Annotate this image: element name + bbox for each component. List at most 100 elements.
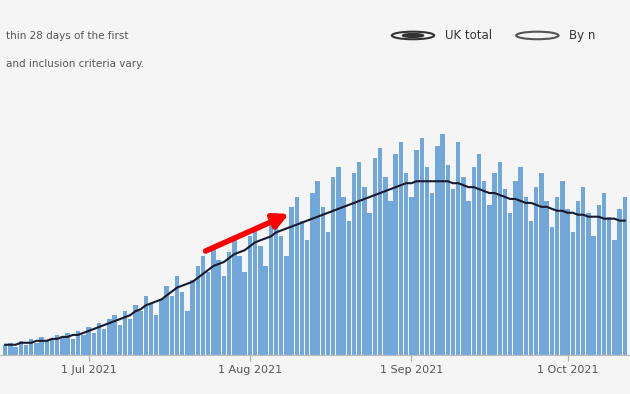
- Bar: [576, 201, 580, 355]
- Bar: [472, 167, 476, 355]
- Bar: [13, 347, 18, 355]
- Bar: [76, 331, 80, 355]
- Bar: [316, 181, 320, 355]
- Bar: [404, 173, 408, 355]
- Bar: [571, 232, 575, 355]
- Bar: [112, 315, 117, 355]
- Bar: [19, 341, 23, 355]
- Bar: [362, 187, 367, 355]
- Bar: [253, 227, 257, 355]
- Bar: [352, 173, 356, 355]
- Bar: [581, 187, 585, 355]
- Bar: [420, 138, 424, 355]
- Bar: [133, 305, 137, 355]
- Bar: [55, 335, 59, 355]
- Bar: [524, 197, 528, 355]
- Bar: [394, 154, 398, 355]
- Bar: [440, 134, 445, 355]
- Bar: [238, 256, 242, 355]
- Bar: [305, 240, 309, 355]
- Bar: [300, 221, 304, 355]
- Bar: [118, 325, 122, 355]
- Bar: [40, 337, 44, 355]
- Bar: [346, 221, 351, 355]
- Bar: [508, 213, 512, 355]
- Bar: [268, 221, 273, 355]
- Text: By n: By n: [569, 29, 595, 42]
- Bar: [607, 217, 611, 355]
- Bar: [456, 142, 461, 355]
- Bar: [34, 343, 38, 355]
- Bar: [565, 209, 570, 355]
- Bar: [295, 197, 299, 355]
- Bar: [185, 311, 190, 355]
- Bar: [445, 165, 450, 355]
- Bar: [29, 339, 33, 355]
- Bar: [321, 207, 325, 355]
- Bar: [243, 272, 247, 355]
- Bar: [175, 276, 180, 355]
- Bar: [97, 323, 101, 355]
- Bar: [274, 213, 278, 355]
- Bar: [493, 173, 497, 355]
- Bar: [560, 181, 564, 355]
- Bar: [336, 167, 341, 355]
- Bar: [289, 207, 294, 355]
- Bar: [544, 201, 549, 355]
- Bar: [227, 252, 231, 355]
- Bar: [211, 246, 215, 355]
- Bar: [430, 193, 434, 355]
- Bar: [450, 189, 455, 355]
- Bar: [341, 197, 346, 355]
- Bar: [128, 319, 132, 355]
- Bar: [388, 201, 392, 355]
- Bar: [357, 162, 362, 355]
- Bar: [71, 339, 75, 355]
- Bar: [159, 299, 164, 355]
- Bar: [482, 181, 486, 355]
- Bar: [592, 236, 596, 355]
- Bar: [310, 193, 314, 355]
- Bar: [399, 142, 403, 355]
- Bar: [8, 343, 13, 355]
- Bar: [232, 240, 236, 355]
- Bar: [279, 236, 284, 355]
- Bar: [248, 236, 252, 355]
- Bar: [498, 162, 502, 355]
- Bar: [201, 256, 205, 355]
- Bar: [461, 177, 466, 355]
- Bar: [190, 280, 195, 355]
- Bar: [86, 327, 91, 355]
- Bar: [3, 345, 8, 355]
- Bar: [602, 193, 606, 355]
- Bar: [586, 213, 590, 355]
- Bar: [597, 205, 601, 355]
- Bar: [477, 154, 481, 355]
- Bar: [373, 158, 377, 355]
- Bar: [144, 296, 148, 355]
- Bar: [367, 213, 372, 355]
- Bar: [139, 311, 143, 355]
- Text: and inclusion criteria vary.: and inclusion criteria vary.: [6, 59, 144, 69]
- Bar: [263, 266, 268, 355]
- Bar: [149, 303, 153, 355]
- Text: thin 28 days of the first: thin 28 days of the first: [6, 32, 129, 41]
- Bar: [487, 205, 491, 355]
- Bar: [415, 150, 419, 355]
- Bar: [513, 181, 518, 355]
- Bar: [555, 197, 559, 355]
- Bar: [425, 167, 429, 355]
- Bar: [196, 266, 200, 355]
- Bar: [180, 292, 185, 355]
- Bar: [81, 335, 86, 355]
- Bar: [284, 256, 289, 355]
- Bar: [550, 227, 554, 355]
- Bar: [617, 209, 622, 355]
- Bar: [622, 197, 627, 355]
- Bar: [466, 201, 471, 355]
- Bar: [258, 246, 263, 355]
- Bar: [123, 311, 127, 355]
- Bar: [383, 177, 387, 355]
- Bar: [102, 329, 106, 355]
- Bar: [217, 260, 221, 355]
